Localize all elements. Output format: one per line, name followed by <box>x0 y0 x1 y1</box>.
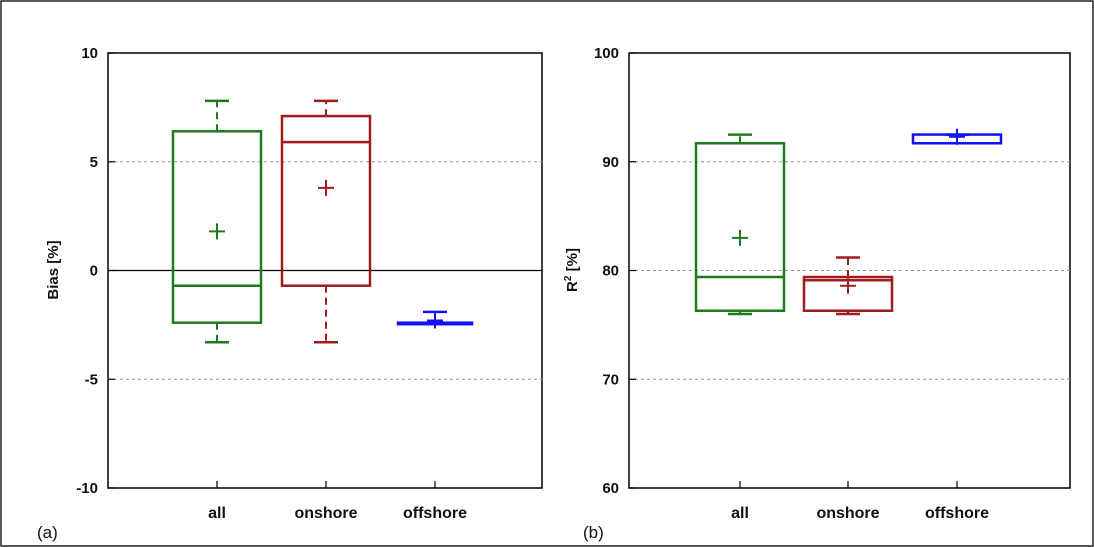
panel-b-y-tick-label: 100 <box>594 45 619 62</box>
panel-b-y-axis-label-unit: [%] <box>564 248 581 276</box>
panel-a-box-all <box>171 99 263 344</box>
panel-b-box-all-mean-marker <box>732 229 748 246</box>
panel-b-y-tick-label: 90 <box>602 154 619 171</box>
panel-b-y-tick-label: 60 <box>602 480 619 497</box>
panel-a-x-tick-label-all: all <box>208 505 226 522</box>
panel-b-y-axis-label-main: R <box>564 281 581 292</box>
panel-a-y-tick-label: 0 <box>90 263 98 280</box>
panel-a-label: (a) <box>37 523 58 542</box>
panel-a-boxes <box>171 99 474 344</box>
panel-b-box-offshore-mean-marker <box>949 128 965 145</box>
panel-a-y-tick-label: 5 <box>90 154 98 171</box>
panel-a-bias: Bias [%] (a) -10 -5 0 5 10 all onshore offshor… <box>37 45 543 542</box>
panel-b-box-onshore-mean-marker <box>840 277 856 294</box>
panel-a-x-tick-label-onshore: onshore <box>294 505 357 522</box>
panel-a-gridlines <box>108 161 542 380</box>
panel-b-y-tick-label: 70 <box>602 371 619 388</box>
panel-a-box-onshore-iqr-box <box>280 114 372 287</box>
panel-a-box-offshore <box>396 310 474 329</box>
panel-b-boxes <box>694 128 1003 316</box>
panel-b-gridlines <box>629 161 1070 380</box>
panel-b-box-offshore <box>911 128 1003 145</box>
panel-a-y-tick-label: -10 <box>76 480 98 497</box>
panel-a-y-ticks: -10 -5 0 5 10 <box>76 45 115 497</box>
panel-a-box-offshore-mean-marker <box>427 312 443 329</box>
panel-a-box-onshore <box>280 99 372 344</box>
panel-a-box-all-iqr-box <box>171 130 263 324</box>
panel-b-x-tick-label-onshore: onshore <box>816 505 879 522</box>
panel-b-x-tick-label-all: all <box>731 505 749 522</box>
panel-b-x-tick-label-offshore: offshore <box>925 505 989 522</box>
panel-b-box-all <box>694 133 786 316</box>
panel-a-x-categories: all onshore offshore <box>208 481 467 522</box>
panel-b-y-axis-label-superscript: 2 <box>563 275 574 281</box>
panel-b-r2: R2 [%] (b) 60 70 80 90 100 all onshore offshor… <box>563 45 1071 542</box>
panel-a-y-axis-label: Bias [%] <box>45 240 62 299</box>
panel-b-box-all-iqr-box <box>694 142 786 312</box>
panel-b-box-onshore-iqr-box <box>802 275 894 312</box>
panel-b-box-onshore <box>802 256 894 316</box>
panel-b-x-categories: all onshore offshore <box>731 481 989 522</box>
panel-a-y-tick-label: 10 <box>81 45 98 62</box>
panel-a-box-all-mean-marker <box>209 223 225 240</box>
panel-b-y-ticks: 60 70 80 90 100 <box>594 45 636 497</box>
panel-b-y-tick-label: 80 <box>602 263 619 280</box>
panel-b-label: (b) <box>583 523 604 542</box>
panel-a-y-tick-label: -5 <box>85 371 98 388</box>
panel-a-box-onshore-mean-marker <box>318 179 334 196</box>
panel-b-y-axis-label: R2 [%] <box>563 248 581 292</box>
panel-a-x-tick-label-offshore: offshore <box>403 505 467 522</box>
